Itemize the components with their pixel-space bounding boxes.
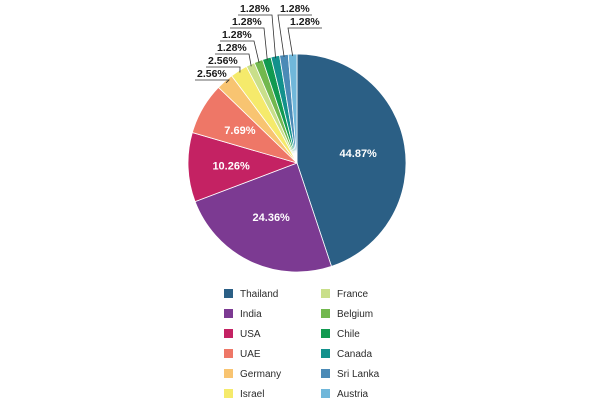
slice-label-thailand: 44.87%	[340, 148, 378, 160]
legend-item-belgium: Belgium	[321, 309, 373, 320]
leader-line-canada	[238, 14, 276, 59]
slice-labels: 44.87% 24.36% 10.26% 7.69%	[212, 125, 377, 224]
legend-item-thailand: Thailand	[224, 289, 278, 300]
legend-item-germany: Germany	[224, 369, 281, 380]
legend-label: Austria	[337, 389, 369, 400]
legend-label: Chile	[337, 329, 360, 340]
legend: Thailand India USA UAE Germany Israel France Be…	[224, 289, 380, 400]
slice-label-uae: 7.69%	[224, 125, 255, 137]
leader-line-belgium	[220, 40, 260, 63]
legend-label: France	[337, 289, 369, 300]
legend-swatch	[224, 309, 233, 318]
legend-swatch	[321, 289, 330, 298]
slice-label-israel: 2.56%	[208, 55, 238, 67]
legend-swatch	[224, 369, 233, 378]
slice-label-sri-lanka: 1.28%	[280, 3, 310, 15]
legend-swatch	[224, 389, 233, 398]
legend-item-austria: Austria	[321, 389, 369, 400]
leader-line-chile	[230, 27, 268, 61]
legend-swatch	[321, 349, 330, 358]
legend-item-canada: Canada	[321, 349, 372, 360]
legend-label: USA	[240, 329, 261, 340]
outer-slice-labels: 2.56%2.56%1.28%1.28%1.28%1.28% 1.28%1.28%	[195, 3, 322, 84]
slice-label-india: 24.36%	[253, 212, 291, 224]
legend-label: Thailand	[240, 289, 278, 300]
legend-label: Belgium	[337, 309, 373, 320]
legend-item-israel: Israel	[224, 389, 264, 400]
legend-item-france: France	[321, 289, 369, 300]
legend-swatch	[321, 329, 330, 338]
legend-swatch	[224, 329, 233, 338]
slice-label-france: 1.28%	[217, 42, 247, 54]
legend-label: Canada	[337, 349, 372, 360]
legend-item-sri-lanka: Sri Lanka	[321, 369, 380, 380]
legend-item-chile: Chile	[321, 329, 360, 340]
legend-item-india: India	[224, 309, 262, 320]
slice-label-germany: 2.56%	[197, 68, 227, 80]
pie-slice-thailand	[296, 53, 407, 267]
leader-line-austria	[287, 27, 322, 57]
legend-item-usa: USA	[224, 329, 261, 340]
legend-swatch	[321, 389, 330, 398]
slice-label-belgium: 1.28%	[222, 29, 252, 41]
legend-label: Germany	[240, 369, 281, 380]
legend-label: Sri Lanka	[337, 369, 380, 380]
legend-label: UAE	[240, 349, 261, 360]
slice-label-canada: 1.28%	[240, 3, 270, 15]
slice-label-usa: 10.26%	[212, 161, 250, 173]
slice-label-chile: 1.28%	[232, 16, 262, 28]
legend-swatch	[224, 349, 233, 358]
legend-swatch	[321, 309, 330, 318]
pie-slice-usa	[187, 132, 299, 203]
leader-line-sri-lanka	[277, 14, 312, 57]
legend-swatch	[224, 289, 233, 298]
pie-slice-india	[194, 162, 332, 273]
legend-label: Israel	[240, 389, 264, 400]
legend-swatch	[321, 369, 330, 378]
leader-line-germany	[195, 79, 230, 84]
leader-line-israel	[206, 66, 241, 73]
leader-line-france	[215, 53, 252, 67]
legend-item-uae: UAE	[224, 349, 261, 360]
slice-label-austria: 1.28%	[290, 16, 320, 28]
legend-label: India	[240, 309, 262, 320]
